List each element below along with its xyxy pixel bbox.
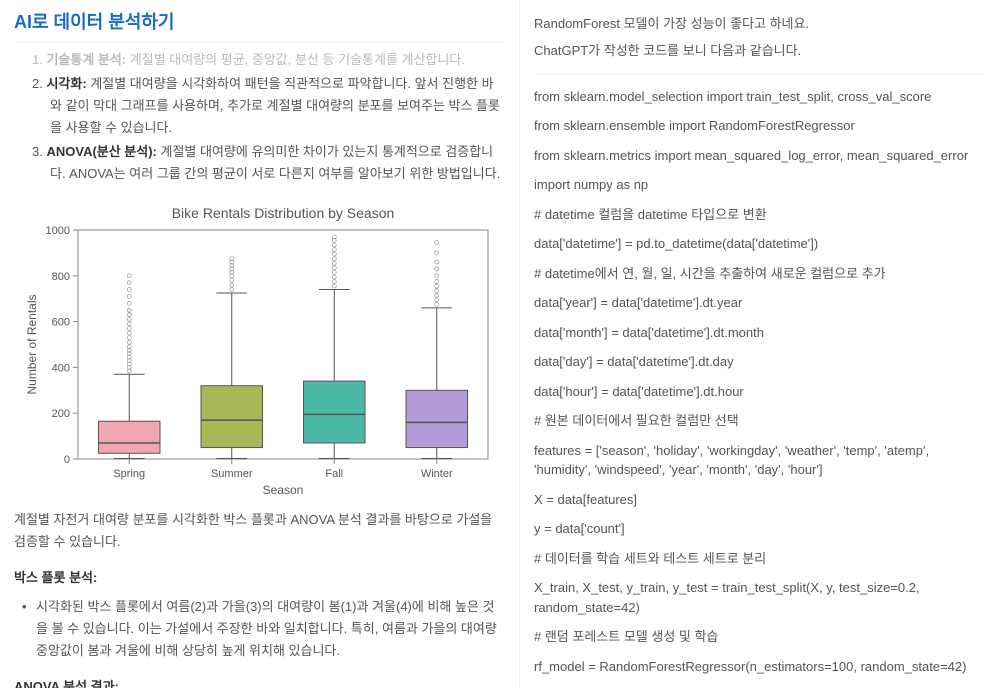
svg-text:400: 400 bbox=[51, 362, 69, 374]
svg-text:0: 0 bbox=[63, 454, 69, 466]
code-line: # 데이터를 학습 세트와 테스트 세트로 분리 bbox=[534, 549, 986, 569]
code-line: from sklearn.ensemble import RandomFores… bbox=[534, 116, 986, 136]
code-line: data['month'] = data['datetime'].dt.mont… bbox=[534, 323, 986, 343]
anova-heading: ANOVA 분석 결과: bbox=[14, 676, 505, 688]
svg-text:800: 800 bbox=[51, 270, 69, 282]
svg-text:Number of Rentals: Number of Rentals bbox=[25, 294, 39, 394]
code-line: # datetime에서 연, 월, 일, 시간을 추출하여 새로운 컬럼으로 … bbox=[534, 264, 986, 284]
divider bbox=[14, 42, 505, 43]
under-chart-text: 계절별 자전거 대여량 분포를 시각화한 박스 플롯과 ANOVA 분석 결과를… bbox=[14, 509, 505, 553]
right-column: RandomForest 모델이 가장 성능이 좋다고 하네요. ChatGPT… bbox=[520, 0, 1000, 688]
left-column: AI로 데이터 분석하기 1. 기술통계 분석: 계절별 대여량의 평균, 중앙… bbox=[0, 0, 520, 688]
code-line: X = data[features] bbox=[534, 490, 986, 510]
list-text: 계절별 대여량을 시각화하여 패턴을 직관적으로 파악합니다. 앞서 진행한 바… bbox=[50, 76, 500, 135]
code-line: # 랜덤 포레스트 모델 생성 및 학습 bbox=[534, 627, 986, 647]
list-item: 2. 시각화: 계절별 대여량을 시각화하여 패턴을 직관적으로 파악합니다. … bbox=[50, 73, 505, 139]
svg-text:Summer: Summer bbox=[210, 468, 252, 480]
list-number: 3. bbox=[32, 144, 43, 159]
code-line: data['day'] = data['datetime'].dt.day bbox=[534, 352, 986, 372]
code-line: # datetime 컬럼을 datetime 타입으로 변환 bbox=[534, 205, 986, 225]
svg-text:Spring: Spring bbox=[113, 468, 145, 480]
intro-text: ChatGPT가 작성한 코드를 보니 다음과 같습니다. bbox=[534, 41, 986, 62]
list-text: 계절별 대여량의 평균, 중앙값, 분산 등 기술통계를 계산합니다. bbox=[130, 52, 465, 67]
code-line: from sklearn.model_selection import trai… bbox=[534, 87, 986, 107]
svg-text:Winter: Winter bbox=[420, 468, 452, 480]
list-bold: 기술통계 분석: bbox=[46, 52, 126, 67]
code-line: from sklearn.metrics import mean_squared… bbox=[534, 146, 986, 166]
boxplot-bullet: 시각화된 박스 플롯에서 여름(2)과 가을(3)의 대여량이 봄(1)과 겨울… bbox=[28, 596, 505, 662]
svg-text:1000: 1000 bbox=[45, 225, 69, 237]
boxplot-chart: Bike Rentals Distribution by Season 0 200 4… bbox=[14, 204, 505, 499]
code-line: data['year'] = data['datetime'].dt.year bbox=[534, 293, 986, 313]
code-line: X_train, X_test, y_train, y_test = train… bbox=[534, 578, 986, 617]
page-title: AI로 데이터 분석하기 bbox=[14, 8, 505, 34]
list-item: 3. ANOVA(분산 분석): 계절별 대여량에 유의미한 차이가 있는지 통… bbox=[50, 141, 505, 185]
code-line: y = data['count'] bbox=[534, 519, 986, 539]
code-line: features = ['season', 'holiday', 'workin… bbox=[534, 441, 986, 480]
code-line: import numpy as np bbox=[534, 175, 986, 195]
code-line: rf_model = RandomForestRegressor(n_estim… bbox=[534, 657, 986, 677]
list-bold: 시각화: bbox=[46, 76, 86, 91]
code-line: data['hour'] = data['datetime'].dt.hour bbox=[534, 382, 986, 402]
svg-text:600: 600 bbox=[51, 316, 69, 328]
list-item: 1. 기술통계 분석: 계절별 대여량의 평균, 중앙값, 분산 등 기술통계를… bbox=[50, 49, 505, 71]
svg-text:200: 200 bbox=[51, 408, 69, 420]
intro-text: RandomForest 모델이 가장 성능이 좋다고 하네요. bbox=[534, 14, 986, 35]
code-line: data['datetime'] = pd.to_datetime(data['… bbox=[534, 234, 986, 254]
svg-text:Season: Season bbox=[262, 483, 303, 497]
list-number: 1. bbox=[32, 52, 43, 67]
svg-text:Bike Rentals Distribution by S: Bike Rentals Distribution by Season bbox=[171, 205, 394, 221]
list-bold: ANOVA(분산 분석): bbox=[46, 144, 156, 159]
list-number: 2. bbox=[32, 76, 43, 91]
code-line: # 원본 데이터에서 필요한 컬럼만 선택 bbox=[534, 411, 986, 431]
svg-text:Fall: Fall bbox=[325, 468, 343, 480]
boxplot-analysis-heading: 박스 플롯 분석: bbox=[14, 567, 505, 586]
divider bbox=[534, 74, 986, 75]
